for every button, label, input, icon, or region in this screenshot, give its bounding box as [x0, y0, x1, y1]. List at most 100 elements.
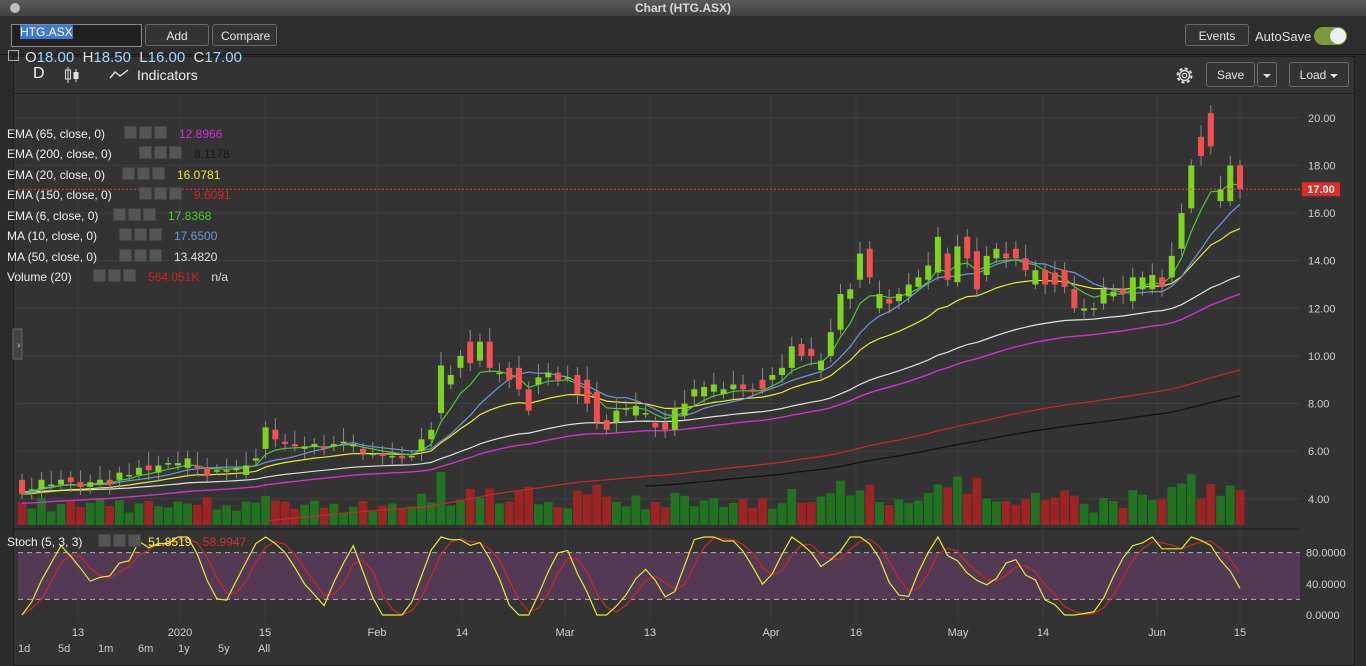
candle-body: [135, 467, 142, 475]
volume-bar: [719, 506, 728, 525]
load-dropdown[interactable]: Load: [1289, 62, 1349, 87]
period-button[interactable]: 1m: [98, 643, 114, 655]
candle-body: [506, 367, 513, 380]
settings-gear-icon[interactable]: [1174, 65, 1195, 86]
candle-body: [710, 384, 717, 392]
add-button[interactable]: Add: [145, 24, 209, 46]
candle-body: [1129, 277, 1136, 302]
candle-body: [428, 429, 435, 440]
candle-body: [1168, 255, 1175, 278]
close-icon[interactable]: [154, 126, 167, 139]
volume-bar: [465, 488, 475, 525]
period-button[interactable]: 5d: [58, 643, 71, 655]
close-icon[interactable]: [143, 208, 156, 221]
close-icon[interactable]: [149, 249, 162, 262]
volume-bar: [1138, 494, 1147, 525]
candle-body: [632, 405, 639, 416]
indicators-button[interactable]: Indicators: [137, 67, 198, 83]
sidebar-expand-handle[interactable]: [12, 328, 23, 360]
save-button[interactable]: Save: [1206, 62, 1255, 87]
close-icon[interactable]: [152, 167, 165, 180]
volume-bar: [972, 477, 982, 525]
eye-icon[interactable]: [139, 146, 152, 159]
symbol-input[interactable]: HTG.ASX: [11, 24, 142, 47]
period-button[interactable]: All: [258, 643, 271, 655]
window-close-icon[interactable]: [10, 3, 20, 13]
candle-body: [1022, 258, 1029, 271]
volume-bar: [777, 503, 787, 525]
gear-icon[interactable]: [137, 167, 150, 180]
close-icon[interactable]: [123, 269, 136, 282]
stoch-label: Stoch (5, 3, 3): [7, 535, 83, 549]
volume-bar: [631, 495, 641, 525]
candle-body: [964, 236, 971, 259]
save-options-button[interactable]: [1257, 62, 1277, 87]
volume-bar: [1235, 490, 1245, 525]
volume-bar: [806, 502, 816, 525]
volume-bar: [485, 488, 495, 525]
indicator-name: MA (50, close, 0): [7, 250, 98, 264]
x-tick-label: 2020: [168, 627, 192, 639]
x-tick-label: 15: [259, 627, 271, 639]
volume-bar: [992, 501, 1001, 525]
gear-icon[interactable]: [112, 534, 126, 547]
close-icon[interactable]: [127, 534, 141, 547]
candle-body: [486, 341, 493, 368]
close-icon[interactable]: [149, 228, 162, 241]
candle-body: [818, 360, 825, 371]
indicators-icon[interactable]: [109, 68, 129, 80]
candle-body: [954, 246, 961, 283]
volume-bar: [660, 507, 670, 525]
gear-icon[interactable]: [134, 228, 147, 241]
candle-body: [788, 346, 795, 368]
candle-body: [1061, 270, 1068, 287]
gear-icon[interactable]: [139, 126, 152, 139]
volume-bar: [27, 508, 37, 525]
candle-body: [437, 365, 444, 414]
gear-icon[interactable]: [154, 146, 167, 159]
period-button[interactable]: 6m: [138, 643, 154, 655]
eye-icon[interactable]: [122, 167, 135, 180]
close-icon[interactable]: [169, 187, 182, 200]
high-value: 18.50: [93, 49, 131, 66]
eye-icon[interactable]: [93, 269, 106, 282]
period-button[interactable]: 5y: [218, 643, 230, 655]
eye-icon[interactable]: [113, 208, 126, 221]
eye-icon[interactable]: [97, 534, 111, 547]
volume-bar: [222, 505, 232, 525]
chevron-right-icon[interactable]: ›: [17, 340, 20, 351]
volume-bar: [845, 495, 855, 525]
period-button[interactable]: 1y: [178, 643, 190, 655]
gear-icon[interactable]: [134, 249, 147, 262]
gear-icon[interactable]: [154, 187, 167, 200]
volume-bar: [1157, 499, 1167, 525]
close-icon[interactable]: [169, 146, 182, 159]
candle-body: [145, 465, 152, 471]
eye-icon[interactable]: [119, 249, 132, 262]
volume-bar: [1167, 486, 1177, 525]
compare-button[interactable]: Compare: [212, 24, 277, 46]
candle-body: [447, 374, 454, 385]
candle-body: [973, 251, 980, 290]
interval-selector[interactable]: D: [33, 65, 45, 82]
candle-body: [106, 479, 113, 485]
candle-style-icon[interactable]: [64, 66, 80, 84]
y-tick-label: 10.00: [1308, 351, 1336, 363]
gear-icon[interactable]: [128, 208, 141, 221]
candle-body: [1012, 248, 1019, 259]
collapse-legend-icon[interactable]: [8, 50, 19, 61]
candle-body: [925, 265, 932, 280]
eye-icon[interactable]: [139, 187, 152, 200]
events-dropdown[interactable]: Events: [1185, 24, 1249, 61]
indicator-value: 9.6091: [194, 188, 231, 202]
eye-icon[interactable]: [119, 228, 132, 241]
eye-icon[interactable]: [124, 126, 137, 139]
volume-bar: [397, 508, 407, 525]
indicator-value: 13.4820: [174, 250, 218, 264]
gear-icon[interactable]: [108, 269, 121, 282]
volume-bar: [748, 507, 758, 525]
period-button[interactable]: 1d: [18, 643, 31, 655]
autosave-toggle[interactable]: [1314, 27, 1347, 45]
indicator-value: 17.8368: [168, 209, 212, 223]
